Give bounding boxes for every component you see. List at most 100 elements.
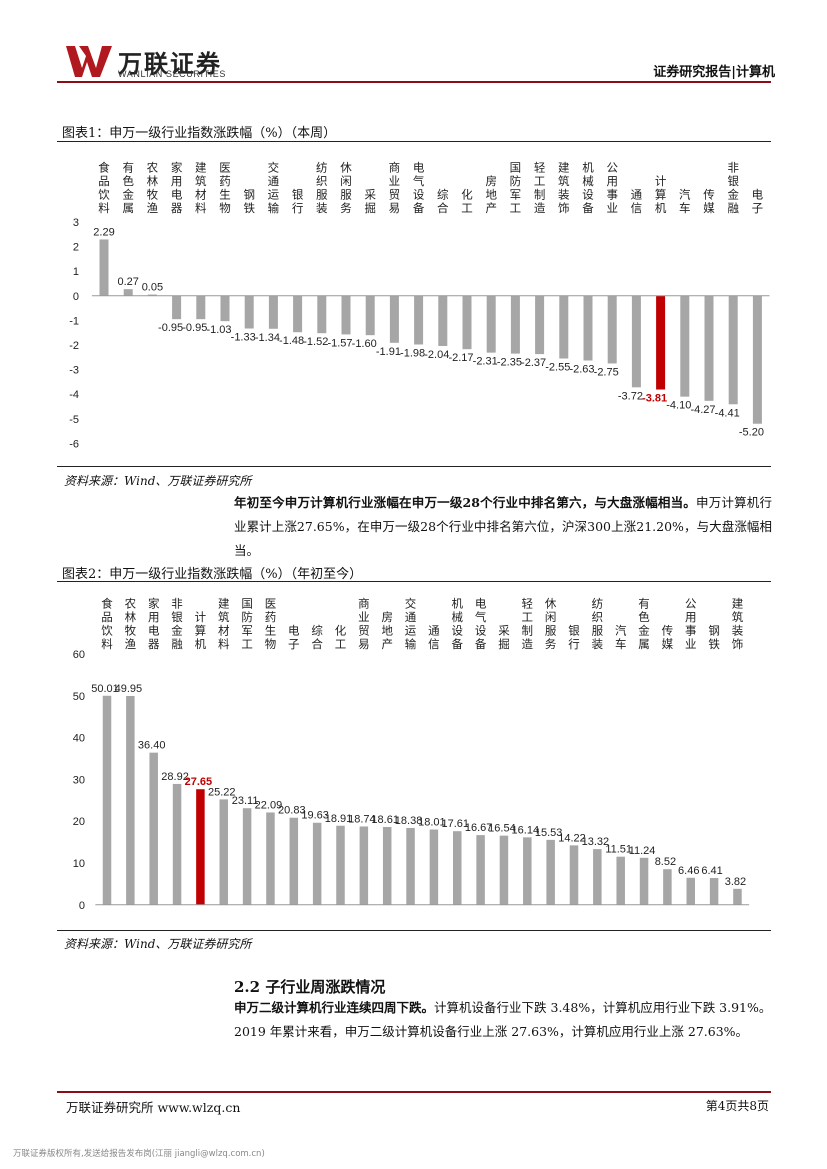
fig1-bar (583, 295, 593, 361)
fig1-value-label: -1.57 (327, 337, 352, 349)
fig1-category-label: 用 (171, 174, 183, 188)
fig2-bar (102, 695, 112, 905)
fig1-bar (656, 295, 666, 390)
fig2-category-label: 牧 (125, 624, 137, 638)
fig1-bar (462, 295, 472, 350)
fig1-category-label: 合 (437, 201, 449, 215)
fig1-bar (268, 295, 278, 329)
fig2-category-label: 装 (592, 637, 604, 651)
fig2-bar (382, 827, 392, 905)
fig2-category-label: 闲 (545, 610, 557, 624)
fig1-category-label: 防 (510, 174, 522, 188)
fig1-value-label: -0.95 (158, 322, 183, 334)
fig2-bar (733, 888, 742, 905)
fig1-category-label: 银 (727, 174, 739, 188)
fig2-category-label: 子 (288, 637, 300, 651)
fig2-category-label: 工 (522, 610, 534, 624)
fig1-category-label: 交 (268, 161, 280, 175)
fig2-value-label: 18.38 (395, 815, 423, 827)
fig1-category-label: 纺 (316, 161, 328, 175)
fig2-category-label: 车 (615, 637, 627, 651)
fig1-category-label: 钢 (243, 188, 255, 202)
report-type: 证券研究报告|计算机 (653, 65, 775, 80)
fig1-bar (99, 239, 109, 296)
fig1-category-label: 银 (292, 188, 304, 202)
fig1-bar (438, 295, 448, 346)
fig2-value-label: 18.61 (371, 814, 399, 826)
fig2-y-tick-label: 60 (73, 649, 85, 661)
fig2-value-label: 19.63 (301, 810, 329, 822)
fig1-value-label: -2.75 (594, 366, 619, 378)
fig1-category-label: 电 (171, 188, 183, 202)
fig1-category-label: 农 (147, 161, 159, 175)
fig2-category-label: 地 (381, 624, 393, 638)
fig1-category-label: 休 (340, 161, 352, 175)
fig2-y-tick-label: 30 (73, 774, 85, 786)
fig2-category-label: 建 (218, 597, 230, 611)
fig1-category-label: 筑 (558, 174, 570, 188)
fig2-bar (546, 839, 555, 905)
fig2-category-label: 设 (475, 624, 487, 638)
fig2-category-label: 饮 (101, 624, 113, 638)
fig1-value-label: -2.55 (545, 362, 570, 374)
fig1-category-label: 生 (219, 188, 231, 202)
fig1-category-label: 设 (582, 188, 594, 202)
fig1-value-label: -3.72 (618, 390, 643, 402)
fig2-category-label: 械 (452, 610, 464, 624)
figure2-bottom-rule (57, 930, 771, 931)
fig2-category-label: 计 (195, 610, 207, 624)
fig1-bar (196, 295, 206, 320)
fig1-category-label: 业 (606, 201, 618, 215)
paragraph-ranking: 年初至今申万计算机行业涨幅在申万一级28个行业中排名第六，与大盘涨幅相当。申万计… (234, 491, 772, 563)
fig2-category-label: 筑 (732, 610, 744, 624)
fig1-bar (244, 295, 254, 329)
fig2-category-label: 服 (592, 624, 604, 638)
fig2-bar (359, 826, 369, 905)
fig2-category-label: 综 (311, 624, 323, 638)
fig2-value-label: 28.92 (161, 771, 189, 783)
fig2-category-label: 金 (638, 624, 650, 638)
fig1-category-label: 林 (147, 174, 159, 188)
fig2-bar (616, 856, 625, 905)
fig1-category-label: 料 (98, 201, 110, 215)
fig1-bar (123, 289, 133, 296)
fig1-y-tick-label: -2 (69, 340, 79, 352)
fig1-value-label: -3.81 (642, 393, 667, 405)
fig2-category-label: 渔 (125, 637, 137, 651)
fig2-bar (196, 789, 205, 905)
fig1-value-label: -1.33 (231, 332, 256, 344)
fig1-value-label: -2.63 (569, 363, 594, 375)
fig1-category-label: 通 (268, 174, 280, 188)
fig1-category-label: 筑 (195, 174, 207, 188)
fig2-category-label: 算 (195, 624, 207, 638)
fig1-value-label: -4.10 (666, 400, 691, 412)
fig2-value-label: 15.53 (535, 827, 563, 839)
fig2-category-label: 电 (475, 597, 487, 611)
fig2-value-label: 3.82 (725, 876, 746, 888)
fig1-category-label: 饰 (558, 201, 570, 215)
fig2-category-label: 铁 (708, 637, 720, 651)
fig2-category-label: 造 (522, 637, 534, 651)
fig1-y-tick-label: -6 (69, 438, 79, 450)
figure1-top-rule (57, 141, 771, 142)
fig1-category-label: 闲 (340, 174, 352, 188)
fig1-category-label: 工 (510, 201, 522, 215)
fig1-category-label: 有 (122, 161, 134, 175)
fig1-value-label: -2.31 (473, 356, 498, 368)
fig2-bar (406, 827, 415, 905)
fig1-category-label: 饮 (98, 188, 110, 202)
fig2-category-label: 有 (638, 597, 650, 611)
fig2-category-label: 金 (171, 624, 183, 638)
fig2-category-label: 服 (545, 624, 557, 638)
fig2-bar (593, 849, 602, 905)
figure2-top-rule (57, 581, 771, 582)
fig2-value-label: 16.67 (465, 822, 493, 834)
fig2-bar (289, 817, 299, 905)
fig1-category-label: 牧 (147, 188, 159, 202)
fig2-bar (709, 878, 719, 905)
fig2-value-label: 14.22 (558, 832, 586, 844)
fig2-category-label: 机 (452, 597, 464, 611)
fig2-category-label: 业 (358, 610, 370, 624)
logo-english-name: WANLIAN SECURITIES (118, 69, 226, 79)
figure2-title: 图表2：申万一级行业指数涨跌幅（%）（年初至今） (62, 567, 363, 582)
